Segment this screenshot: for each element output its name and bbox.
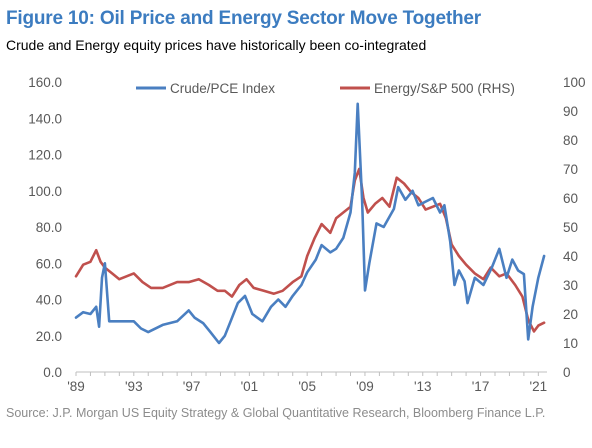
x-tick-label: '05 xyxy=(298,379,316,394)
x-tick-label: '93 xyxy=(125,379,143,394)
chart-title: Figure 10: Oil Price and Energy Sector M… xyxy=(6,8,481,29)
x-tick-label: '17 xyxy=(472,379,490,394)
source-note: Source: J.P. Morgan US Equity Strategy &… xyxy=(6,406,546,420)
right-tick-label: 40 xyxy=(563,249,578,264)
left-tick-label: 0.0 xyxy=(43,365,62,380)
right-tick-label: 90 xyxy=(563,104,578,119)
x-tick-label: '21 xyxy=(530,379,548,394)
x-tick-label: '09 xyxy=(356,379,374,394)
chart-subtitle: Crude and Energy equity prices have hist… xyxy=(6,37,427,53)
left-tick-label: 60.0 xyxy=(36,256,62,271)
left-tick-label: 120.0 xyxy=(28,148,62,163)
crude-pce-line xyxy=(74,102,546,345)
legend-crude-label: Crude/PCE Index xyxy=(170,81,275,96)
right-tick-label: 10 xyxy=(563,336,578,351)
legend-energy-label: Energy/S&P 500 (RHS) xyxy=(374,81,515,96)
x-tick-label: '13 xyxy=(414,379,432,394)
right-tick-label: 50 xyxy=(563,220,578,235)
right-tick-label: 70 xyxy=(563,162,578,177)
x-tick-label: '01 xyxy=(241,379,259,394)
energy-sp500-line xyxy=(74,167,546,333)
series-lines xyxy=(74,102,546,345)
left-tick-label: 160.0 xyxy=(28,75,62,90)
right-tick-label: 80 xyxy=(563,133,578,148)
right-tick-label: 100 xyxy=(563,75,586,90)
left-tick-label: 140.0 xyxy=(28,111,62,126)
right-tick-label: 0 xyxy=(563,365,571,380)
left-tick-label: 40.0 xyxy=(36,293,62,308)
left-tick-label: 20.0 xyxy=(36,329,62,344)
right-tick-label: 60 xyxy=(563,191,578,206)
left-tick-label: 100.0 xyxy=(28,184,62,199)
x-tick-label: '89 xyxy=(67,379,85,394)
left-axis-ticks: 0.0 20.0 40.0 60.0 80.0 100.0 120.0 140.0 160.0 xyxy=(28,75,62,380)
legend: Crude/PCE Index Energy/S&P 500 (RHS) xyxy=(136,81,515,96)
right-tick-label: 30 xyxy=(563,278,578,293)
x-axis: '89 '93 '97 '01 '05 '09 '13 '17 '21 xyxy=(67,371,548,394)
right-tick-label: 20 xyxy=(563,307,578,322)
x-tick-label: '97 xyxy=(183,379,201,394)
left-tick-label: 80.0 xyxy=(36,220,62,235)
right-axis-ticks: 0 10 20 30 40 50 60 70 80 90 100 xyxy=(563,75,586,380)
